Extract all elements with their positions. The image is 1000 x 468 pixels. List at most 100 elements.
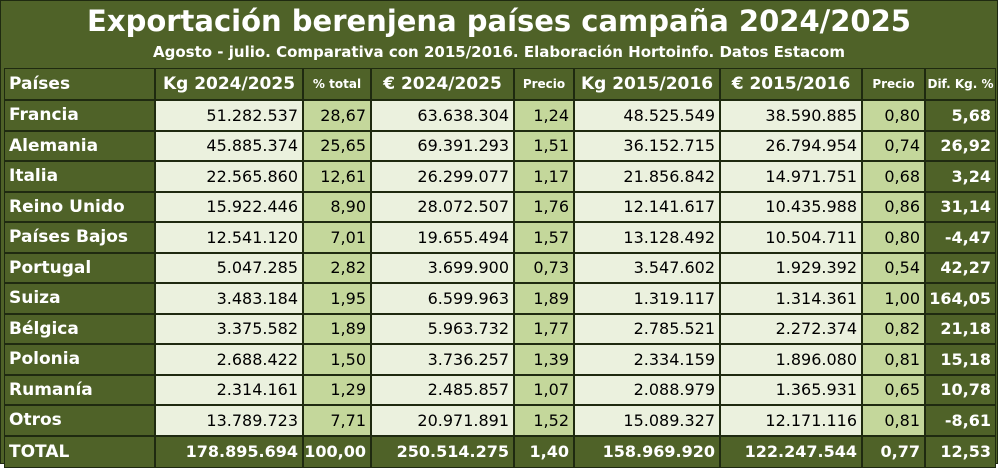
col-header-precio-2024: Precio <box>514 68 574 100</box>
precio-2024-cell: 1,51 <box>514 130 574 161</box>
country-cell: Suiza <box>4 283 155 314</box>
table-row: Otros 13.789.723 7,71 20.971.891 1,52 15.089.… <box>4 405 996 436</box>
precio-2015-cell: 0,80 <box>862 100 925 131</box>
precio-2015-cell: 0,68 <box>862 161 925 192</box>
table-row: Francia 51.282.537 28,67 63.638.304 1,24 48.5… <box>4 100 996 131</box>
kg-2024-cell: 22.565.860 <box>155 161 303 192</box>
col-header-precio-2015: Precio <box>862 68 925 100</box>
precio-2024-cell: 1,52 <box>514 405 574 436</box>
eur-2024-cell: 2.485.857 <box>371 374 514 405</box>
table-row: Polonia 2.688.422 1,50 3.736.257 1,39 2.334.1… <box>4 344 996 375</box>
dif-kg-cell: 5,68 <box>925 100 996 131</box>
dif-kg-cell: -4,47 <box>925 222 996 253</box>
kg-2024-cell: 3.483.184 <box>155 283 303 314</box>
country-cell: Bélgica <box>4 313 155 344</box>
col-header-eur-2015: € 2015/2016 <box>720 68 862 100</box>
kg-2024-cell: 3.375.582 <box>155 313 303 344</box>
col-header-pct-total: % total <box>303 68 371 100</box>
table-row: Bélgica 3.375.582 1,89 5.963.732 1,77 2.785.5… <box>4 313 996 344</box>
kg-2024-cell: 12.541.120 <box>155 222 303 253</box>
pct-total-cell: 7,01 <box>303 222 371 253</box>
dif-kg-cell: 42,27 <box>925 252 996 283</box>
precio-2024-cell: 1,77 <box>514 313 574 344</box>
total-kg-2015-cell: 158.969.920 <box>574 435 720 468</box>
kg-2015-cell: 2.334.159 <box>574 344 720 375</box>
country-cell: Italia <box>4 161 155 192</box>
dif-kg-cell: 21,18 <box>925 313 996 344</box>
precio-2015-cell: 0,54 <box>862 252 925 283</box>
kg-2015-cell: 2.088.979 <box>574 374 720 405</box>
eur-2015-cell: 10.504.711 <box>720 222 862 253</box>
eur-2015-cell: 14.971.751 <box>720 161 862 192</box>
country-cell: Francia <box>4 100 155 131</box>
eur-2015-cell: 38.590.885 <box>720 100 862 131</box>
kg-2024-cell: 13.789.723 <box>155 405 303 436</box>
kg-2024-cell: 2.314.161 <box>155 374 303 405</box>
dif-kg-cell: 31,14 <box>925 191 996 222</box>
pct-total-cell: 1,50 <box>303 344 371 375</box>
pct-total-cell: 8,90 <box>303 191 371 222</box>
table-row: Reino Unido 15.922.446 8,90 28.072.507 1,76 1… <box>4 191 996 222</box>
header-row: Países Kg 2024/2025 % total € 2024/2025 … <box>4 68 996 100</box>
total-precio-2015-cell: 0,77 <box>862 435 925 468</box>
kg-2015-cell: 36.152.715 <box>574 130 720 161</box>
eur-2024-cell: 63.638.304 <box>371 100 514 131</box>
page-title: Exportación berenjena países campaña 202… <box>87 4 911 38</box>
table-row: Italia 22.565.860 12,61 26.299.077 1,17 21.85… <box>4 161 996 192</box>
eur-2015-cell: 26.794.954 <box>720 130 862 161</box>
total-eur-2015-cell: 122.247.544 <box>720 435 862 468</box>
country-cell: Otros <box>4 405 155 436</box>
precio-2015-cell: 0,82 <box>862 313 925 344</box>
pct-total-cell: 1,89 <box>303 313 371 344</box>
eur-2015-cell: 10.435.988 <box>720 191 862 222</box>
total-dif-kg-cell: 12,53 <box>925 435 996 468</box>
precio-2015-cell: 1,00 <box>862 283 925 314</box>
total-country-cell: TOTAL <box>4 435 155 468</box>
precio-2024-cell: 1,24 <box>514 100 574 131</box>
kg-2015-cell: 13.128.492 <box>574 222 720 253</box>
col-header-kg-2015: Kg 2015/2016 <box>574 68 720 100</box>
pct-total-cell: 25,65 <box>303 130 371 161</box>
eur-2024-cell: 26.299.077 <box>371 161 514 192</box>
kg-2015-cell: 48.525.549 <box>574 100 720 131</box>
pct-total-cell: 28,67 <box>303 100 371 131</box>
eur-2015-cell: 12.171.116 <box>720 405 862 436</box>
eur-2015-cell: 1.896.080 <box>720 344 862 375</box>
total-pct-total-cell: 100,00 <box>303 435 371 468</box>
kg-2015-cell: 2.785.521 <box>574 313 720 344</box>
eur-2024-cell: 28.072.507 <box>371 191 514 222</box>
eur-2024-cell: 6.599.963 <box>371 283 514 314</box>
eur-2015-cell: 1.929.392 <box>720 252 862 283</box>
dif-kg-cell: 164,05 <box>925 283 996 314</box>
kg-2024-cell: 51.282.537 <box>155 100 303 131</box>
table-row: Alemania 45.885.374 25,65 69.391.293 1,51 36.… <box>4 130 996 161</box>
country-cell: Países Bajos <box>4 222 155 253</box>
table-body: Francia 51.282.537 28,67 63.638.304 1,24 48.5… <box>4 100 996 468</box>
table-row: Rumanía 2.314.161 1,29 2.485.857 1,07 2.088.9… <box>4 374 996 405</box>
precio-2024-cell: 1,89 <box>514 283 574 314</box>
country-cell: Alemania <box>4 130 155 161</box>
eur-2024-cell: 20.971.891 <box>371 405 514 436</box>
col-header-dif-kg: Dif. Kg. % <box>925 68 996 100</box>
dif-kg-cell: 15,18 <box>925 344 996 375</box>
eur-2015-cell: 2.272.374 <box>720 313 862 344</box>
table-row: Suiza 3.483.184 1,95 6.599.963 1,89 1.319.117… <box>4 283 996 314</box>
precio-2024-cell: 1,39 <box>514 344 574 375</box>
table-row: Portugal 5.047.285 2,82 3.699.900 0,73 3.547.… <box>4 252 996 283</box>
eur-2024-cell: 5.963.732 <box>371 313 514 344</box>
precio-2024-cell: 1,07 <box>514 374 574 405</box>
kg-2015-cell: 1.319.117 <box>574 283 720 314</box>
country-cell: Portugal <box>4 252 155 283</box>
precio-2015-cell: 0,74 <box>862 130 925 161</box>
dif-kg-cell: 3,24 <box>925 161 996 192</box>
dif-kg-cell: -8,61 <box>925 405 996 436</box>
total-kg-2024-cell: 178.895.694 <box>155 435 303 468</box>
total-precio-2024-cell: 1,40 <box>514 435 574 468</box>
precio-2015-cell: 0,81 <box>862 405 925 436</box>
precio-2024-cell: 1,17 <box>514 161 574 192</box>
eur-2015-cell: 1.365.931 <box>720 374 862 405</box>
precio-2015-cell: 0,80 <box>862 222 925 253</box>
kg-2015-cell: 3.547.602 <box>574 252 720 283</box>
eur-2024-cell: 19.655.494 <box>371 222 514 253</box>
